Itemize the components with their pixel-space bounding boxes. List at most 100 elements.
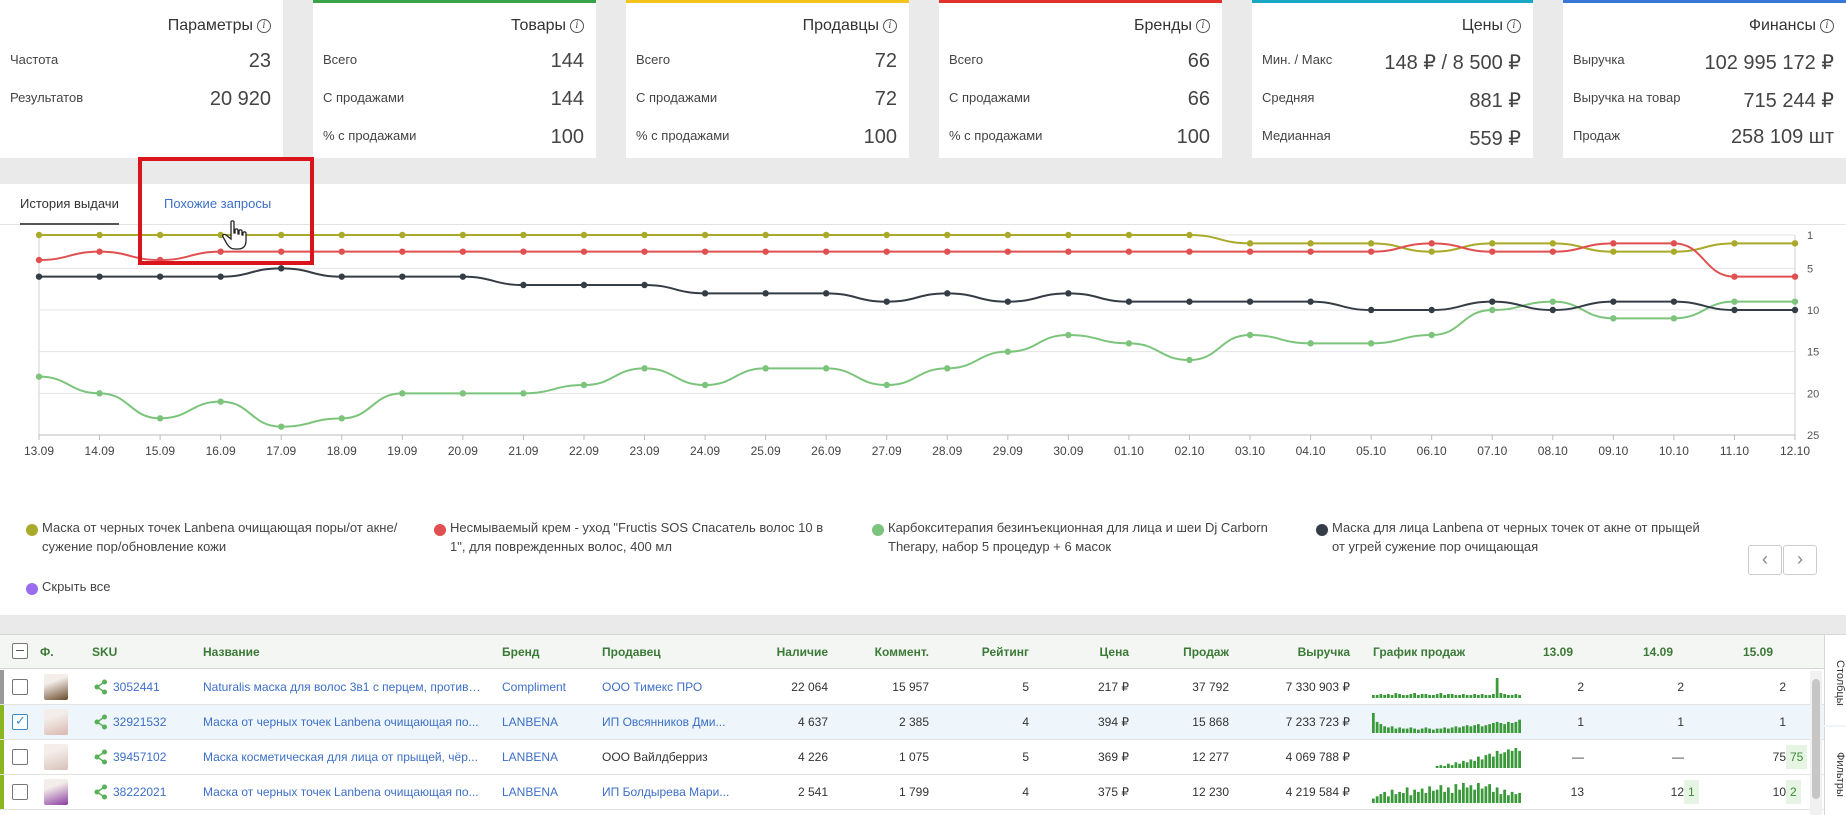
data-point[interactable] — [1125, 231, 1133, 239]
data-point[interactable] — [1670, 248, 1678, 255]
data-point[interactable] — [762, 231, 769, 239]
legend-next-button[interactable]: › — [1783, 545, 1817, 575]
data-point[interactable] — [459, 231, 467, 239]
data-point[interactable] — [278, 231, 285, 239]
data-point[interactable] — [1307, 240, 1314, 247]
col-brand[interactable]: Бренд — [502, 645, 540, 659]
data-point[interactable] — [883, 298, 890, 305]
data-point[interactable] — [1367, 240, 1375, 247]
data-point[interactable] — [1186, 298, 1193, 305]
sales-sparkline[interactable] — [1372, 713, 1522, 733]
legend-item-1[interactable]: Маска от черных точек Lanbena очищающая … — [26, 518, 406, 558]
product-name-link[interactable]: Маска от черных точек Lanbena очищающая … — [203, 785, 479, 799]
col-revenue[interactable]: Выручка — [1297, 645, 1350, 659]
data-point[interactable] — [1428, 306, 1435, 314]
data-point[interactable] — [701, 231, 709, 239]
data-point[interactable] — [1489, 306, 1496, 314]
row-checkbox[interactable] — [12, 679, 28, 695]
legend-hide-all[interactable]: Скрыть все — [26, 577, 146, 597]
sales-sparkline[interactable] — [1372, 783, 1522, 803]
data-point[interactable] — [1731, 306, 1738, 314]
data-point[interactable] — [1367, 248, 1375, 255]
product-thumbnail[interactable] — [44, 709, 68, 735]
data-point[interactable] — [459, 248, 467, 255]
col-rating[interactable]: Рейтинг — [981, 645, 1029, 659]
data-point[interactable] — [883, 231, 890, 239]
col-date-1[interactable]: 13.09 — [1543, 645, 1574, 659]
data-point[interactable] — [762, 248, 769, 255]
data-point[interactable] — [399, 273, 406, 280]
legend-item-3[interactable]: Карбокситерапия безинъекционная для лица… — [872, 518, 1292, 558]
data-point[interactable] — [338, 273, 345, 280]
product-thumbnail[interactable] — [44, 779, 68, 805]
info-icon[interactable]: i — [1196, 19, 1210, 33]
data-point[interactable] — [641, 281, 648, 289]
data-point[interactable] — [1549, 240, 1556, 247]
table-row[interactable]: 38222021 Маска от черных точек Lanbena оч… — [0, 775, 1846, 810]
data-point[interactable] — [338, 248, 345, 255]
row-checkbox[interactable] — [12, 784, 28, 800]
data-point[interactable] — [1791, 306, 1799, 314]
data-point[interactable] — [944, 231, 951, 239]
data-point[interactable] — [520, 248, 527, 255]
data-point[interactable] — [641, 248, 648, 255]
data-point[interactable] — [217, 273, 224, 280]
data-point[interactable] — [1307, 340, 1314, 347]
data-point[interactable] — [1246, 298, 1254, 305]
data-point[interactable] — [1065, 248, 1072, 255]
data-point[interactable] — [1791, 240, 1799, 247]
info-icon[interactable]: i — [883, 19, 897, 33]
share-icon[interactable] — [94, 749, 108, 765]
data-point[interactable] — [580, 281, 588, 289]
col-sales[interactable]: Продаж — [1183, 645, 1229, 659]
data-point[interactable] — [1307, 248, 1314, 255]
data-point[interactable] — [1246, 240, 1254, 247]
sales-sparkline[interactable] — [1372, 678, 1522, 698]
data-point[interactable] — [1186, 356, 1193, 364]
data-point[interactable] — [883, 248, 890, 255]
legend-item-4[interactable]: Маска для лица Lanbena от черных точек о… — [1316, 518, 1716, 558]
data-point[interactable] — [822, 290, 830, 297]
data-point[interactable] — [1731, 273, 1738, 280]
data-point[interactable] — [35, 373, 43, 380]
data-point[interactable] — [459, 273, 467, 280]
brand-link[interactable]: LANBENA — [502, 715, 559, 729]
row-checkbox[interactable] — [12, 713, 28, 730]
data-point[interactable] — [944, 248, 951, 255]
data-point[interactable] — [399, 390, 406, 397]
data-point[interactable] — [1670, 298, 1678, 305]
data-point[interactable] — [217, 398, 224, 405]
sku-link[interactable]: 32921532 — [113, 715, 167, 729]
sales-sparkline[interactable] — [1372, 748, 1522, 768]
data-point[interactable] — [580, 248, 588, 255]
share-icon[interactable] — [94, 784, 108, 800]
data-point[interactable] — [580, 381, 588, 389]
col-date-3[interactable]: 15.09 — [1743, 645, 1774, 659]
data-point[interactable] — [520, 281, 527, 289]
data-point[interactable] — [1065, 331, 1072, 339]
col-price[interactable]: Цена — [1099, 645, 1129, 659]
data-point[interactable] — [883, 381, 890, 389]
col-seller[interactable]: Продавец — [602, 645, 661, 659]
product-name-link[interactable]: Маска от черных точек Lanbena очищающая … — [203, 715, 479, 729]
data-point[interactable] — [1670, 315, 1678, 322]
data-point[interactable] — [1610, 315, 1617, 322]
data-point[interactable] — [1125, 298, 1133, 305]
col-date-2[interactable]: 14.09 — [1643, 645, 1674, 659]
product-name-link[interactable]: Маска косметическая для лица от прыщей, … — [203, 750, 478, 764]
col-name[interactable]: Название — [203, 645, 260, 659]
data-point[interactable] — [399, 248, 406, 255]
info-icon[interactable]: i — [1820, 19, 1834, 33]
data-point[interactable] — [338, 231, 345, 239]
data-point[interactable] — [278, 248, 285, 255]
tab-history[interactable]: История выдачи — [20, 196, 119, 225]
info-icon[interactable]: i — [1507, 19, 1521, 33]
data-point[interactable] — [1307, 298, 1314, 305]
brand-link[interactable]: LANBENA — [502, 750, 559, 764]
data-point[interactable] — [1246, 331, 1254, 339]
info-icon[interactable]: i — [257, 19, 271, 33]
data-point[interactable] — [1791, 273, 1799, 280]
data-point[interactable] — [944, 365, 951, 372]
data-point[interactable] — [762, 290, 769, 297]
data-point[interactable] — [96, 248, 103, 255]
